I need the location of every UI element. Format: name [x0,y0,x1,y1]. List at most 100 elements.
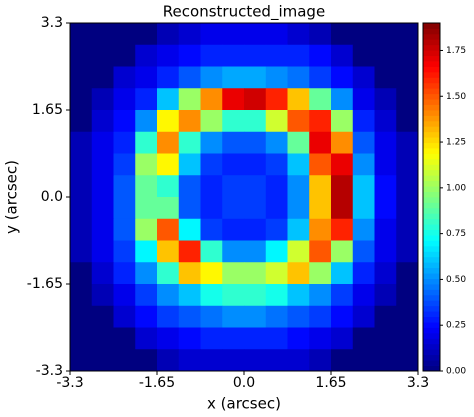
heatmap-cell [265,175,288,198]
heatmap-cell [265,88,288,111]
colorbar-segment [423,240,440,247]
heatmap-cell [265,218,288,241]
heatmap-cell [113,305,136,328]
heatmap-cell [178,305,201,328]
heatmap-cell [70,153,93,176]
heatmap-cell [222,175,245,198]
heatmap-cell [113,175,136,198]
heatmap-cell [265,349,288,372]
heatmap-cell [396,349,419,372]
heatmap-cell [178,153,201,176]
heatmap-cell [200,175,223,198]
colorbar-segment [423,158,440,165]
heatmap-cell [200,44,223,67]
heatmap-cell [352,110,375,133]
heatmap-cell [135,175,158,198]
heatmap-cell [113,284,136,307]
heatmap-cell [244,110,267,133]
colorbar-segment [423,55,440,62]
colorbar-segment [423,294,440,301]
heatmap-cell [178,175,201,198]
heatmap-cell [200,197,223,220]
heatmap-cell [70,44,93,67]
heatmap-cell [396,175,419,198]
heatmap-cell [374,327,397,350]
heatmap-cell [70,262,93,285]
heatmap-cell [265,66,288,89]
heatmap-cell [374,262,397,285]
colorbar-segment [423,88,440,95]
heatmap-cell [178,349,201,372]
heatmap-cell [265,305,288,328]
heatmap-cell [374,197,397,220]
heatmap-cell [91,240,114,263]
heatmap-cell [70,88,93,111]
heatmap-cell [374,110,397,133]
heatmap-cell [244,327,267,350]
heatmap-cell [135,197,158,220]
heatmap-cell [178,131,201,154]
colorbar-segment [423,44,440,51]
colorbar-segment [423,169,440,176]
colorbar-segment [423,235,440,241]
heatmap-cell [331,23,354,46]
heatmap-cell [309,44,332,67]
colorbar-segment [423,39,440,46]
heatmap-cell [352,23,375,46]
heatmap-cell [287,284,310,307]
heatmap-cell [396,327,419,350]
heatmap-cell [331,88,354,111]
heatmap-cell [309,305,332,328]
heatmap-cell [157,197,180,220]
heatmap-cell [309,88,332,111]
heatmap-cell [396,110,419,133]
colorbar-segment [423,256,440,263]
heatmap-cell [244,131,267,154]
heatmap-cell [135,240,158,263]
heatmap-cell [352,262,375,285]
heatmap-cell [157,240,180,263]
heatmap-cell [178,218,201,241]
heatmap-cell [244,218,267,241]
heatmap-cell [113,240,136,263]
heatmap-cell [157,175,180,198]
heatmap-cell [331,110,354,133]
heatmap-cell [178,66,201,89]
heatmap-cell [331,175,354,198]
heatmap-cell [135,66,158,89]
heatmap-cell [396,262,419,285]
colorbar-segment [423,332,440,339]
heatmap-cell [157,44,180,67]
colorbar-segment [423,126,440,133]
heatmap-cell [244,88,267,111]
heatmap-cell [374,131,397,154]
heatmap-cell [157,262,180,285]
heatmap-cell [157,110,180,133]
colorbar-segment [423,148,440,154]
heatmap-cell [135,218,158,241]
heatmap-cell [331,218,354,241]
heatmap-cell [200,88,223,111]
heatmap-cell [287,349,310,372]
heatmap-cell [396,284,419,307]
heatmap-cell [135,88,158,111]
heatmap-cell [331,153,354,176]
heatmap-cell [265,23,288,46]
heatmap-cell [309,218,332,241]
x-tick-label: 0.0 [233,375,255,391]
y-tick-label: 1.65 [32,102,63,118]
heatmap-cell [222,262,245,285]
heatmap-cell [374,240,397,263]
heatmap-cell [70,327,93,350]
colorbar-segment [423,327,440,334]
heatmap-cell [157,327,180,350]
colorbar-segment [423,23,440,29]
colorbar-tick-label: 0.50 [446,275,466,285]
heatmap-cell [91,44,114,67]
colorbar-segment [423,300,440,307]
heatmap-cell [91,218,114,241]
heatmap-cell [222,110,245,133]
x-tick-label: 3.3 [407,375,429,391]
colorbar-segment [423,273,440,279]
